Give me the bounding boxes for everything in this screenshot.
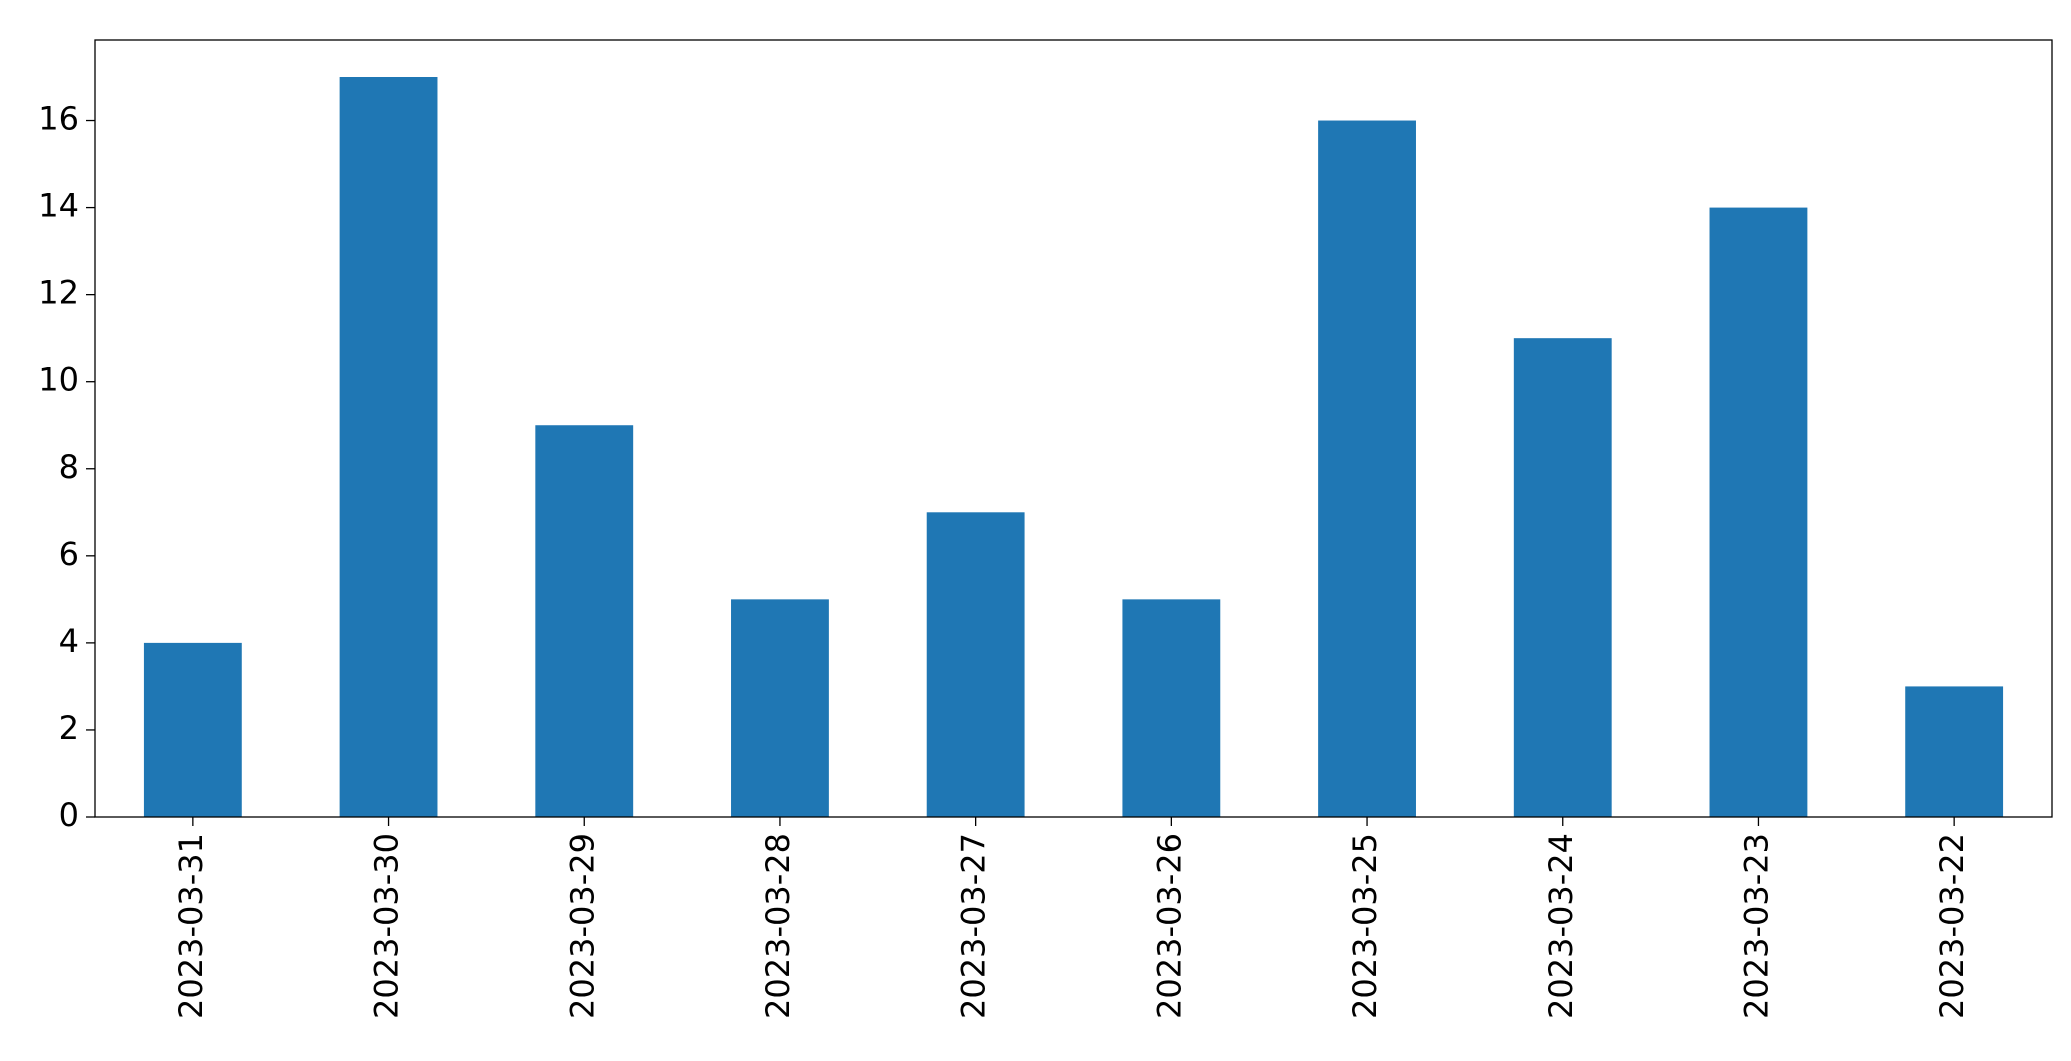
- bar: [535, 425, 634, 817]
- y-tick-label: 0: [59, 796, 79, 834]
- x-tick-label: 2023-03-27: [955, 833, 993, 1019]
- y-tick-label: 4: [59, 622, 79, 660]
- bar: [1513, 338, 1612, 817]
- bar: [143, 642, 242, 817]
- y-tick-label: 2: [59, 709, 79, 747]
- y-tick-label: 14: [38, 187, 79, 225]
- bar: [1122, 599, 1221, 817]
- x-tick-label: 2023-03-26: [1150, 833, 1188, 1019]
- y-tick-label: 10: [38, 361, 79, 399]
- x-tick-label: 2023-03-23: [1737, 833, 1775, 1019]
- bar: [1709, 207, 1808, 817]
- y-tick-label: 16: [38, 100, 79, 138]
- x-tick-label: 2023-03-25: [1346, 833, 1384, 1019]
- y-tick-label: 6: [59, 535, 79, 573]
- bar: [1905, 686, 2004, 817]
- bar: [1318, 120, 1416, 817]
- x-tick-label: 2023-03-29: [563, 833, 601, 1019]
- bar: [339, 77, 438, 817]
- x-tick-label: 2023-03-31: [172, 833, 210, 1019]
- bar: [926, 512, 1025, 817]
- bar: [731, 599, 829, 817]
- x-tick-label: 2023-03-22: [1933, 833, 1971, 1019]
- axes-frame: [94, 39, 2053, 818]
- y-tick-label: 12: [38, 274, 79, 312]
- x-tick-label: 2023-03-24: [1542, 833, 1580, 1019]
- y-tick-label: 8: [59, 448, 79, 486]
- x-tick-label: 2023-03-28: [759, 833, 797, 1019]
- x-tick-label: 2023-03-30: [368, 833, 406, 1019]
